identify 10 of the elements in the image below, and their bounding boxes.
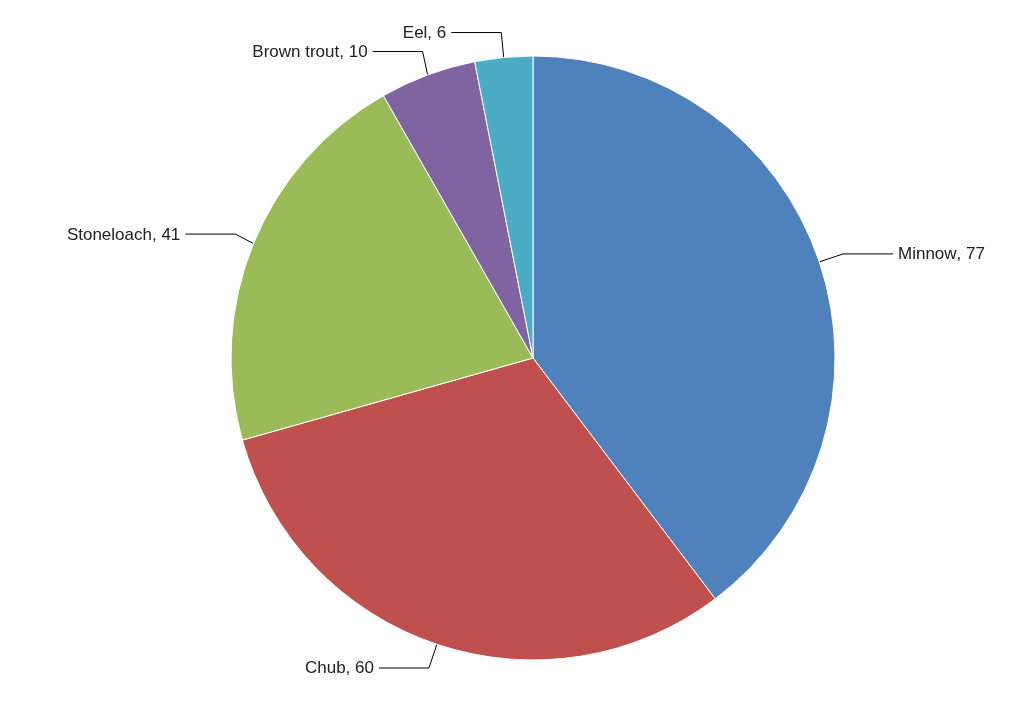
data-label: , 77 <box>956 244 985 264</box>
slice-label: Stoneloach <box>66 224 152 244</box>
slice-label: Chub <box>304 658 346 678</box>
slice-label: Brown trout <box>252 42 340 62</box>
data-label: , 6 <box>427 23 447 43</box>
data-label: , 10 <box>339 42 368 62</box>
data-label: , 60 <box>345 658 374 678</box>
data-label: , 41 <box>151 224 181 244</box>
slice-label: Eel <box>402 23 428 43</box>
slice-label: Minnow <box>898 244 958 264</box>
